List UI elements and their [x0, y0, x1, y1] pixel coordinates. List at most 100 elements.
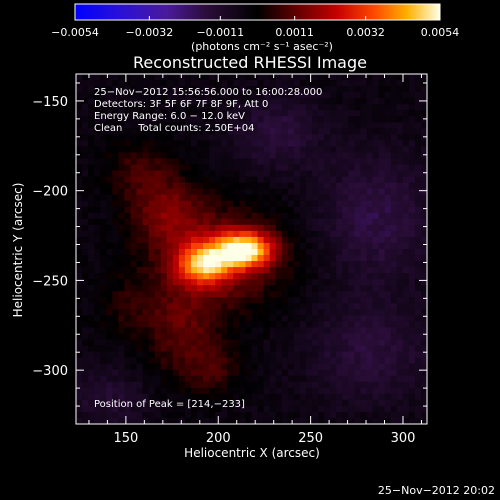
heatmap-cell: [239, 200, 247, 208]
heatmap-cell: [420, 387, 427, 395]
heatmap-cell: [414, 333, 422, 341]
heatmap-cell: [184, 363, 192, 371]
heatmap-cell: [408, 212, 416, 220]
heatmap-cell: [118, 182, 126, 190]
heatmap-cell: [184, 381, 192, 389]
heatmap-cell: [118, 387, 126, 395]
heatmap-cell: [124, 158, 132, 166]
heatmap-cell: [402, 74, 410, 81]
heatmap-cell: [184, 104, 192, 111]
heatmap-cell: [318, 200, 325, 208]
heatmap-cell: [281, 176, 289, 184]
heatmap-cell: [251, 128, 259, 135]
heatmap-cell: [336, 315, 343, 323]
heatmap-cell: [366, 122, 374, 129]
heatmap-cell: [94, 363, 101, 371]
heatmap-cell: [112, 212, 119, 220]
heatmap-cell: [366, 134, 374, 141]
heatmap-cell: [257, 309, 265, 316]
heatmap-cell: [275, 315, 283, 323]
heatmap-cell: [372, 411, 380, 419]
heatmap-cell: [330, 339, 337, 347]
heatmap-cell: [287, 116, 295, 123]
heatmap-cell: [82, 188, 89, 196]
heatmap-cell: [233, 315, 240, 323]
heatmap-cell: [239, 128, 247, 135]
heatmap-cell: [330, 357, 337, 365]
heatmap-cell: [390, 170, 398, 178]
heatmap-cell: [324, 200, 331, 208]
heatmap-cell: [239, 393, 247, 401]
heatmap-cell: [396, 285, 404, 292]
heatmap-cell: [348, 104, 355, 111]
heatmap-cell: [154, 375, 162, 383]
heatmap-cell: [154, 411, 162, 419]
heatmap-cell: [287, 170, 295, 178]
heatmap-cell: [82, 339, 89, 347]
heatmap-cell: [76, 194, 83, 202]
heatmap-cell: [312, 321, 319, 329]
heatmap-cell: [408, 176, 416, 184]
heatmap-cell: [245, 405, 253, 413]
heatmap-cell: [408, 387, 416, 395]
heatmap-cell: [342, 182, 349, 190]
heatmap-cell: [312, 140, 319, 148]
heatmap-cell: [184, 375, 192, 383]
heatmap-cell: [293, 303, 301, 310]
heatmap-cell: [293, 140, 301, 148]
heatmap-cell: [148, 375, 156, 383]
heatmap-cell: [136, 315, 144, 323]
heatmap-cell: [82, 333, 89, 341]
heatmap-cell: [396, 291, 404, 298]
heatmap-cell: [396, 411, 404, 419]
heatmap-cell: [100, 230, 107, 238]
heatmap-cell: [336, 351, 343, 359]
heatmap-cell: [342, 122, 349, 129]
heatmap-cell: [76, 291, 83, 298]
heatmap-cell: [76, 405, 83, 413]
heatmap-cell: [166, 86, 174, 93]
heatmap-cell: [348, 128, 355, 135]
heatmap-cell: [384, 74, 392, 81]
heatmap-cell: [130, 333, 138, 341]
heatmap-cell: [209, 236, 216, 244]
heatmap-cell: [275, 164, 283, 172]
heatmap-cell: [396, 309, 404, 316]
heatmap-cell: [372, 399, 380, 407]
heatmap-cell: [287, 164, 295, 172]
heatmap-cell: [178, 110, 186, 117]
heatmap-cell: [330, 92, 337, 99]
heatmap-cell: [148, 86, 156, 93]
heatmap-cell: [396, 200, 404, 208]
heatmap-cell: [396, 357, 404, 365]
heatmap-cell: [178, 279, 186, 286]
heatmap-cell: [336, 345, 343, 353]
heatmap-cell: [269, 104, 277, 111]
heatmap-cell: [348, 255, 355, 262]
heatmap-cell: [112, 321, 119, 329]
heatmap-cell: [172, 321, 180, 329]
heatmap-cell: [420, 230, 427, 238]
heatmap-cell: [203, 279, 210, 286]
colorbar-tick-label: 0.0011: [275, 26, 314, 39]
heatmap-cell: [360, 261, 368, 268]
heatmap-cell: [76, 279, 83, 286]
heatmap-cell: [360, 116, 368, 123]
heatmap-cell: [203, 140, 210, 148]
heatmap-cell: [305, 230, 313, 238]
heatmap-cell: [82, 327, 89, 335]
heatmap-cell: [293, 267, 301, 274]
heatmap-cell: [112, 315, 119, 323]
heatmap-cell: [130, 188, 138, 196]
heatmap-cell: [263, 152, 271, 160]
heatmap-cell: [360, 333, 368, 341]
heatmap-cell: [330, 393, 337, 401]
heatmap-cell: [305, 345, 313, 353]
heatmap-cell: [148, 357, 156, 365]
heatmap-cell: [366, 327, 374, 335]
heatmap-cell: [227, 218, 234, 226]
heatmap-cell: [396, 351, 404, 359]
heatmap-cell: [124, 411, 132, 419]
heatmap-cell: [354, 321, 362, 329]
heatmap-cell: [160, 176, 168, 184]
